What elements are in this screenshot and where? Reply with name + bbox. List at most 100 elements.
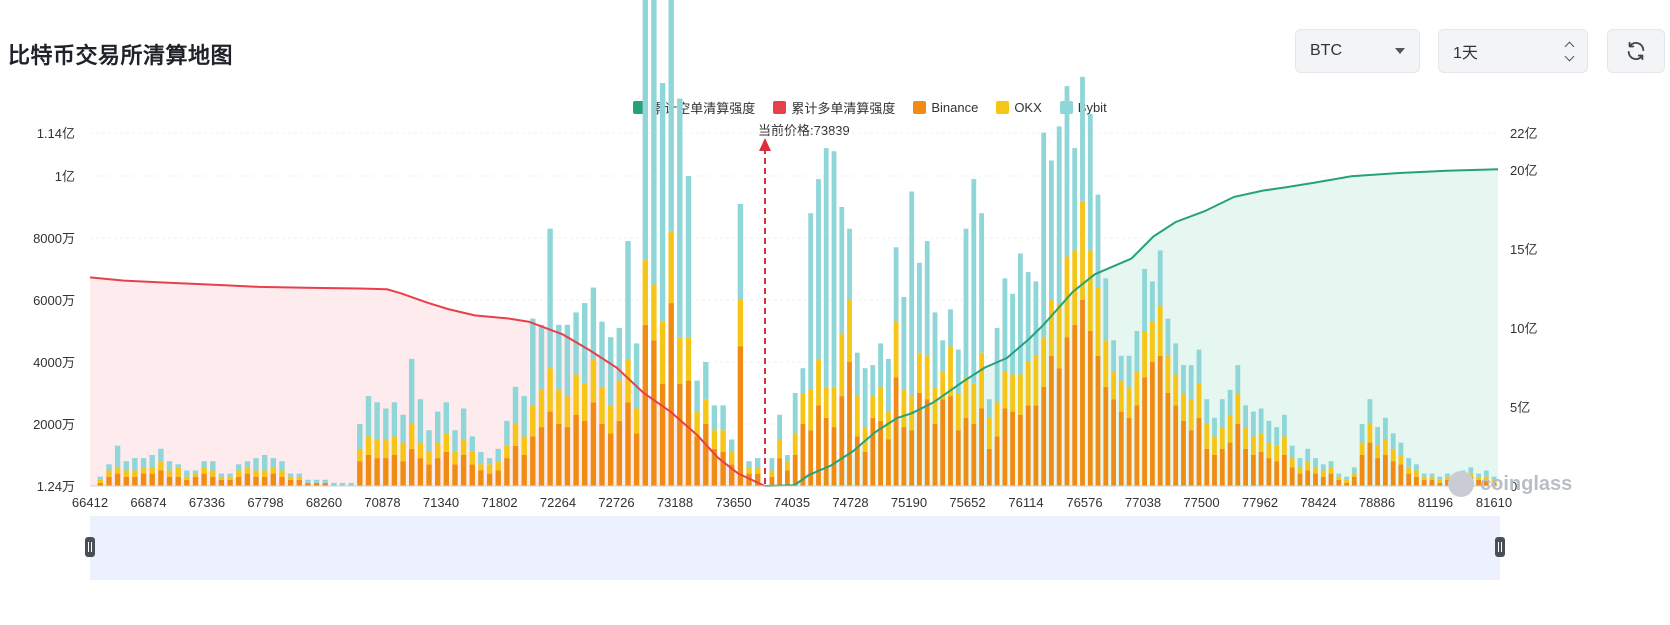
bar-segment [1289,467,1295,486]
y-right-tick-label: 0 [1510,479,1517,494]
bar-segment [1064,337,1070,486]
bar-segment [1235,424,1241,486]
bar-segment [1196,417,1202,486]
bar-segment [140,458,147,468]
legend-item[interactable]: 累计多单清算强度 [773,98,895,117]
bar-segment [1072,148,1078,251]
zoom-handle-left[interactable] [85,537,95,557]
x-tick-label: 72726 [598,495,634,510]
bar-segment [1243,448,1248,486]
bar-segment [1483,476,1489,480]
bar-segment [1142,377,1147,486]
bar-segment [201,473,207,486]
x-tick-label: 77500 [1183,495,1219,510]
short-liquidation-bar [769,458,775,486]
bar-segment [1126,417,1132,486]
bar-segment [1095,194,1101,288]
short-liquidation-bar [1491,476,1497,486]
bar-segment [720,430,726,452]
bar-segment [1204,448,1210,486]
refresh-button[interactable] [1607,29,1665,73]
x-tick-label: 67798 [247,495,283,510]
bar-segment [1188,399,1194,431]
bar-segment [870,365,876,397]
long-liquidation-bar [287,473,294,486]
bar-segment [878,386,883,421]
long-area-fill [90,277,765,486]
bar-segment [694,436,700,486]
bar-segment [253,476,259,486]
bar-segment [823,386,829,418]
bar-segment [1429,473,1435,477]
bar-segment [886,411,891,440]
bar-segment [1305,448,1311,462]
bar-segment [158,448,164,462]
bar-segment [1087,250,1093,331]
bar-segment [123,476,129,486]
bar-segment [409,358,415,424]
bar-segment [642,324,648,486]
short-liquidation-bar [878,343,883,486]
long-liquidation-bar [279,461,285,486]
short-liquidation-bar [1227,389,1233,486]
bar-segment [218,473,225,477]
short-liquidation-bar [1219,399,1225,486]
bar-segment [963,377,969,418]
bar-segment [720,405,726,431]
long-liquidation-bar [270,458,276,486]
long-liquidation-bar [737,203,744,486]
bar-segment [1118,355,1124,381]
bar-segment [287,476,294,480]
legend-item[interactable]: OKX [996,98,1042,117]
bar-segment [608,337,614,406]
bar-segment [616,420,622,486]
bar-segment [1150,321,1155,362]
bar-segment [963,228,969,378]
bar-segment [1305,470,1311,486]
bar-segment [1243,405,1248,428]
short-liquidation-bar [1297,458,1303,486]
bar-segment [1165,393,1171,486]
bar-segment [201,461,207,468]
bar-segment [1297,458,1303,468]
legend-item[interactable]: Binance [913,98,978,117]
short-liquidation-bar [971,179,977,486]
bar-segment [270,458,276,468]
bar-segment [158,470,164,486]
bar-segment [1266,420,1272,443]
bar-segment [201,467,207,474]
short-liquidation-bar [1196,349,1202,486]
short-liquidation-bar [1111,340,1116,486]
range-select[interactable]: 1天 [1438,29,1588,73]
coin-select[interactable]: BTC [1295,29,1420,73]
legend-label: Binance [931,100,979,115]
bar-segment [1313,467,1318,474]
long-liquidation-bar [720,405,726,486]
short-liquidation-bar [1134,331,1140,486]
bar-segment [932,424,938,486]
bar-segment [979,352,984,409]
bar-segment [1406,467,1412,474]
bar-segment [1165,318,1171,356]
bar-segment [685,380,692,486]
bar-segment [426,464,432,486]
bar-segment [963,417,969,486]
short-liquidation-bar [1445,473,1450,486]
bar-segment [711,430,718,449]
bar-segment [1320,476,1326,486]
bar-segment [893,377,899,486]
bar-segment [1049,355,1054,486]
bar-segment [955,430,961,486]
bar-segment [1406,473,1412,486]
zoom-handle-right[interactable] [1495,537,1505,557]
bar-segment [1437,476,1443,480]
short-liquidation-bar [1414,464,1419,486]
y-left-tick-label: 2000万 [33,417,75,432]
bar-segment [955,349,961,393]
bar-segment [1064,86,1070,257]
bar-segment [854,396,860,437]
short-liquidation-bar [979,213,984,486]
bar-segment [166,470,173,477]
short-liquidation-bar [1173,343,1179,486]
